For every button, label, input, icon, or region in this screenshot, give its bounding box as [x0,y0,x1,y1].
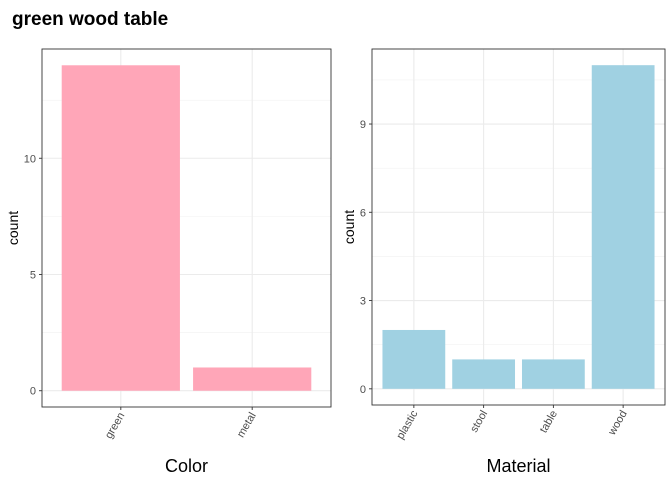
y-axis-title: count [5,211,21,245]
x-axis-title: Material [486,456,550,476]
bar-green [61,65,180,391]
y-tick-label: 5 [30,269,36,281]
x-tick-label: stool [468,409,490,435]
y-tick-label: 9 [360,119,366,131]
plot-border [371,48,666,406]
x-tick-label: plastic [394,408,420,441]
x-tick-label: green [103,411,127,441]
y-axis-title: count [341,210,357,244]
y-tick-label: 10 [24,153,36,165]
color-chart-panel: 0 5 10 green metal Color count [5,48,332,476]
bar-plastic [382,329,446,389]
plot-border [41,48,332,408]
y-tick-label: 0 [30,386,36,398]
x-tick-label: metal [235,411,259,440]
material-chart-panel: 0 3 6 9 plastic stool table wood Material count [341,48,666,476]
x-tick-label: table [538,409,560,436]
bar-metal [193,367,312,391]
x-axis-title: Color [165,456,208,476]
bar-wood [591,65,655,389]
x-tick-label: wood [606,409,630,439]
bar-stool [452,359,516,389]
y-tick-label: 0 [360,384,366,396]
y-tick-label: 6 [360,207,366,219]
bar-table [521,359,585,389]
y-tick-label: 3 [360,296,366,308]
chart-title: green wood table [12,9,169,30]
